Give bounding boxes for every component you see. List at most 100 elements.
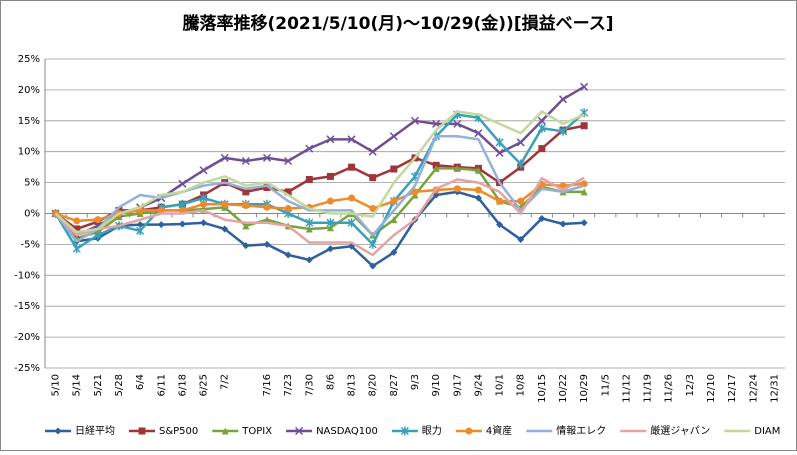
marker: [93, 230, 102, 240]
marker: [496, 197, 504, 205]
marker: [136, 221, 144, 229]
marker: [400, 426, 409, 436]
marker: [516, 159, 525, 169]
legend-label: NASDAQ100: [316, 426, 378, 437]
legend-label: S&P500: [159, 426, 198, 437]
marker: [580, 188, 588, 196]
marker: [474, 186, 482, 194]
marker: [369, 262, 377, 270]
marker: [242, 242, 250, 250]
marker: [369, 205, 377, 213]
marker: [221, 427, 229, 435]
marker: [326, 135, 335, 144]
series-line: [55, 182, 585, 223]
legend-item: 厳選ジャパン: [620, 424, 710, 437]
series-line: [54, 190, 585, 268]
marker: [157, 206, 165, 214]
marker: [517, 235, 525, 243]
marker: [347, 218, 356, 228]
marker: [474, 166, 482, 174]
marker: [263, 216, 271, 224]
marker: [348, 163, 356, 171]
y-tick-label: 5%: [24, 178, 40, 189]
marker: [242, 222, 250, 230]
marker: [263, 240, 271, 248]
marker: [138, 427, 146, 435]
legend-label: 眼力: [422, 424, 442, 437]
marker: [537, 116, 546, 125]
y-tick-label: -15%: [14, 301, 40, 312]
marker: [72, 244, 81, 254]
x-tick-label: 5/14: [72, 374, 83, 396]
marker: [284, 205, 292, 213]
legend-item: 眼力: [391, 424, 442, 437]
marker: [538, 145, 546, 153]
marker: [465, 427, 473, 435]
legend-item: NASDAQ100: [286, 426, 378, 437]
x-tick-label: 8/13: [347, 374, 358, 396]
x-tick-label: 10/1: [495, 374, 506, 396]
x-tick-label: 8/27: [389, 374, 400, 396]
x-tick-label: 6/18: [177, 374, 188, 396]
y-tick-label: 25%: [18, 54, 40, 65]
legend-item: TOPIX: [212, 426, 272, 437]
x-tick-label: 6/4: [135, 374, 146, 390]
marker: [495, 148, 504, 157]
y-tick-label: -5%: [21, 239, 40, 250]
marker: [200, 219, 208, 227]
marker: [368, 147, 377, 156]
marker: [348, 194, 356, 202]
marker: [411, 188, 419, 196]
x-tick-label: 10/22: [558, 374, 569, 403]
x-tick-label: 11/5: [600, 374, 611, 396]
legend-item: 4資産: [455, 424, 512, 437]
x-tick-label: 12/17: [727, 374, 738, 403]
legend-item: 日経平均: [45, 424, 115, 437]
marker: [73, 217, 81, 225]
y-tick-label: -20%: [14, 332, 40, 343]
marker: [221, 200, 229, 208]
series-line: [54, 167, 585, 240]
marker: [432, 119, 441, 128]
series-line: [54, 176, 585, 257]
x-tick-label: 12/10: [706, 374, 717, 403]
marker: [390, 248, 398, 256]
y-tick-label: 10%: [18, 147, 40, 158]
marker: [305, 144, 314, 153]
marker: [390, 165, 398, 173]
x-tick-label: 11/26: [664, 374, 675, 403]
y-tick-label: -10%: [14, 270, 40, 281]
marker: [326, 224, 334, 232]
marker: [580, 82, 589, 91]
x-tick-label: 10/15: [537, 374, 548, 403]
legend-label: DIAM: [754, 426, 780, 437]
x-tick-label: 5/21: [93, 374, 104, 396]
x-tick-label: 12/24: [748, 374, 759, 403]
marker: [453, 119, 462, 128]
marker: [410, 116, 420, 125]
legend-label: 厳選ジャパン: [650, 424, 710, 437]
marker: [178, 179, 187, 188]
marker: [326, 218, 335, 228]
x-tick-label: 6/11: [156, 374, 167, 396]
marker: [305, 176, 313, 184]
marker: [200, 200, 208, 208]
x-tick-label: 5/28: [114, 374, 125, 396]
legend-label: 4資産: [486, 424, 512, 437]
y-tick-label: 20%: [18, 85, 40, 96]
marker: [241, 156, 250, 166]
x-tick-label: 7/16: [262, 374, 273, 396]
y-tick-label: 15%: [18, 116, 40, 127]
marker: [368, 239, 377, 249]
marker: [326, 245, 334, 253]
legend-label: TOPIX: [241, 426, 272, 437]
marker: [73, 225, 81, 233]
marker: [495, 137, 504, 147]
x-tick-label: 7/30: [304, 374, 315, 396]
x-tick-label: 9/3: [410, 374, 421, 390]
chart-title: 騰落率推移(2021/5/10(月)〜10/29(金))[損益ベース]: [182, 13, 613, 34]
x-tick-label: 7/2: [220, 374, 231, 390]
x-tick-label: 10/29: [579, 374, 590, 403]
y-tick-label: -25%: [14, 363, 40, 374]
marker: [474, 194, 482, 202]
